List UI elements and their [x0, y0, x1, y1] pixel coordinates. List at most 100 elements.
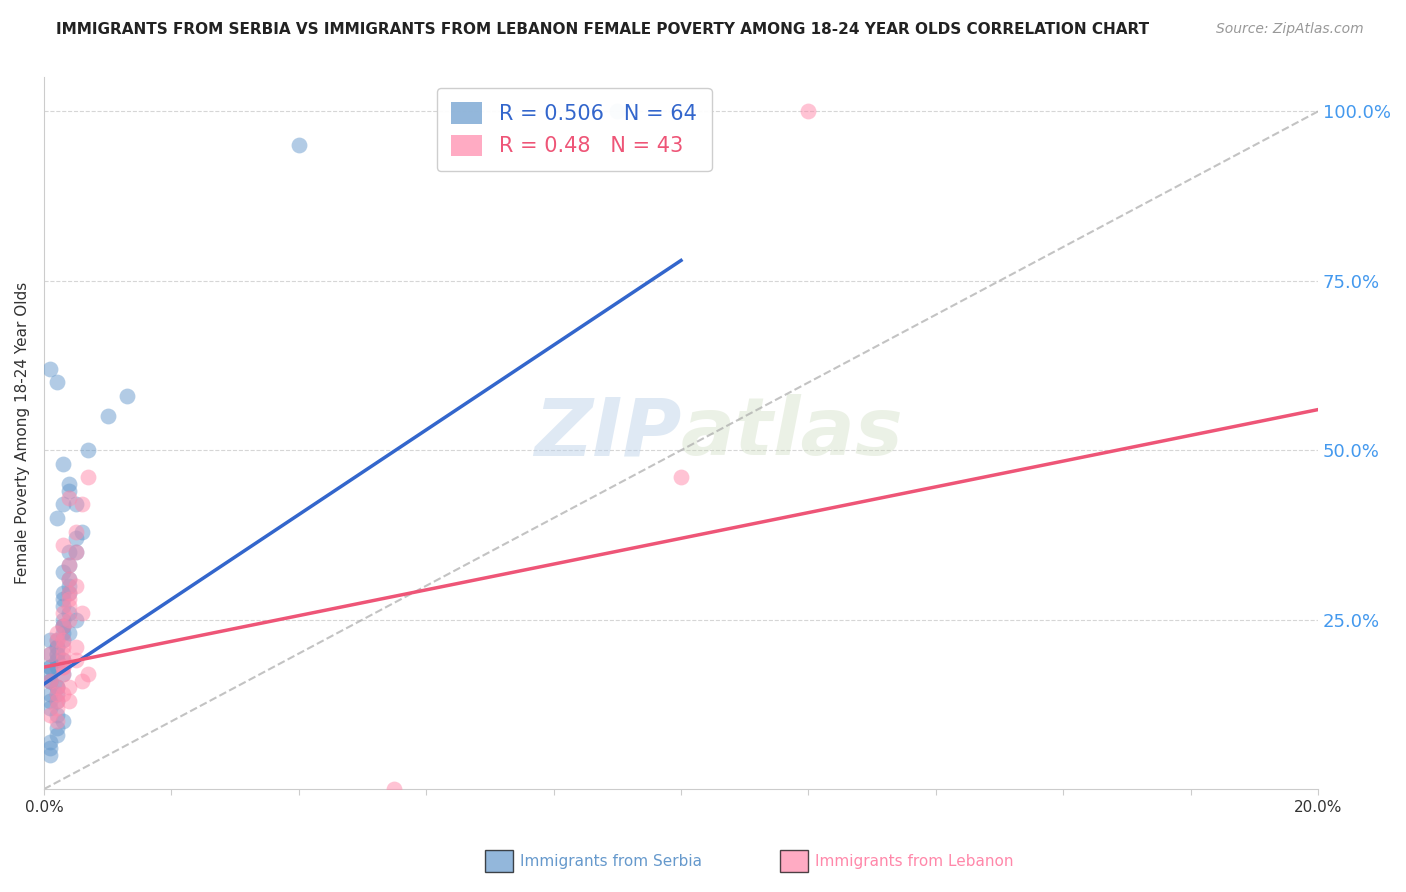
Point: [52, 592, 75, 607]
Point: [797, 104, 820, 119]
Point: [70, 606, 93, 620]
Point: [45, 687, 67, 701]
Point: [52, 714, 75, 729]
Point: [70, 498, 93, 512]
Point: [39, 687, 62, 701]
Point: [52, 606, 75, 620]
Point: [45, 681, 67, 695]
Point: [65, 653, 87, 667]
Point: [65, 545, 87, 559]
Point: [52, 667, 75, 681]
Point: [45, 626, 67, 640]
Point: [52, 619, 75, 633]
Point: [70, 524, 93, 539]
Point: [52, 599, 75, 614]
Point: [39, 694, 62, 708]
Point: [45, 640, 67, 654]
Point: [39, 647, 62, 661]
Point: [52, 633, 75, 648]
Point: [45, 721, 67, 735]
Point: [65, 524, 87, 539]
Point: [65, 532, 87, 546]
Point: [58, 606, 80, 620]
Point: [45, 647, 67, 661]
Point: [65, 498, 87, 512]
Point: [52, 619, 75, 633]
Point: [52, 653, 75, 667]
Point: [52, 660, 75, 674]
Point: [45, 653, 67, 667]
Point: [45, 728, 67, 742]
Point: [58, 477, 80, 491]
Point: [45, 633, 67, 648]
Text: atlas: atlas: [681, 394, 904, 472]
Point: [45, 640, 67, 654]
Point: [39, 707, 62, 722]
Point: [45, 707, 67, 722]
Point: [58, 592, 80, 607]
Point: [45, 714, 67, 729]
Point: [39, 673, 62, 688]
Point: [58, 585, 80, 599]
Point: [77, 443, 100, 458]
Point: [58, 681, 80, 695]
Point: [52, 538, 75, 552]
Point: [52, 653, 75, 667]
Text: IMMIGRANTS FROM SERBIA VS IMMIGRANTS FROM LEBANON FEMALE POVERTY AMONG 18-24 YEA: IMMIGRANTS FROM SERBIA VS IMMIGRANTS FRO…: [56, 22, 1149, 37]
Point: [45, 694, 67, 708]
Text: Source: ZipAtlas.com: Source: ZipAtlas.com: [1216, 22, 1364, 37]
Point: [58, 626, 80, 640]
Point: [65, 545, 87, 559]
Point: [45, 376, 67, 390]
Point: [45, 647, 67, 661]
Point: [65, 640, 87, 654]
Point: [39, 673, 62, 688]
Point: [58, 613, 80, 627]
Point: [58, 585, 80, 599]
Point: [52, 619, 75, 633]
Point: [115, 389, 138, 403]
Point: [58, 558, 80, 573]
Point: [58, 483, 80, 498]
Point: [45, 660, 67, 674]
Point: [669, 470, 692, 484]
Point: [52, 667, 75, 681]
Point: [45, 701, 67, 715]
Text: ZIP: ZIP: [534, 394, 681, 472]
Point: [45, 653, 67, 667]
Point: [45, 681, 67, 695]
Text: Immigrants from Serbia: Immigrants from Serbia: [520, 855, 702, 869]
Point: [45, 633, 67, 648]
Point: [52, 660, 75, 674]
Point: [58, 694, 80, 708]
Point: [39, 647, 62, 661]
Point: [52, 626, 75, 640]
Point: [97, 409, 120, 424]
Point: [45, 681, 67, 695]
Point: [58, 572, 80, 586]
Point: [39, 633, 62, 648]
Point: [382, 782, 405, 797]
Point: [45, 511, 67, 525]
Point: [58, 572, 80, 586]
Point: [52, 498, 75, 512]
Point: [52, 613, 75, 627]
Point: [45, 694, 67, 708]
Point: [52, 566, 75, 580]
Point: [58, 545, 80, 559]
Point: [39, 660, 62, 674]
Point: [45, 687, 67, 701]
Point: [58, 599, 80, 614]
Point: [52, 687, 75, 701]
Point: [39, 673, 62, 688]
Point: [58, 558, 80, 573]
Point: [52, 647, 75, 661]
Point: [77, 470, 100, 484]
Point: [65, 579, 87, 593]
Point: [39, 748, 62, 763]
Point: [77, 667, 100, 681]
Point: [52, 640, 75, 654]
Y-axis label: Female Poverty Among 18-24 Year Olds: Female Poverty Among 18-24 Year Olds: [15, 282, 30, 584]
Point: [39, 660, 62, 674]
Point: [39, 741, 62, 756]
